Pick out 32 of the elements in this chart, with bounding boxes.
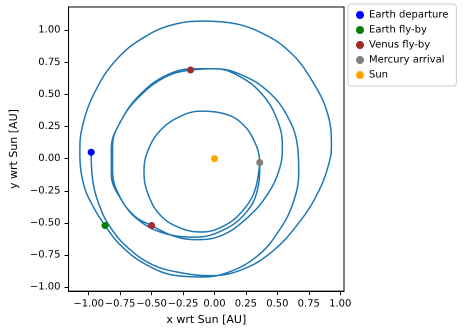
- y-tick-label: 0.25: [38, 121, 61, 132]
- line-series: [79, 20, 332, 278]
- legend-label: Venus fly-by: [369, 40, 430, 50]
- legend-label: Sun: [369, 70, 388, 80]
- x-tick-label: 0.75: [298, 298, 320, 310]
- x-tick-label: −0.50: [136, 298, 167, 310]
- y-tick-label: 1.00: [38, 24, 61, 36]
- point: [88, 148, 95, 156]
- y-tick-label: 0.75: [38, 56, 61, 68]
- point: [148, 222, 156, 230]
- point: [187, 66, 194, 74]
- x-tick-label: 1.00: [329, 298, 352, 310]
- point: [256, 159, 264, 166]
- y-tick-label: 0.50: [38, 88, 61, 100]
- x-tick-label: 0.25: [234, 298, 258, 310]
- y-tick-label: 0.00: [38, 153, 61, 164]
- y-tick-label: −0.75: [30, 250, 61, 261]
- y-axis-title: y wrt Sun [AU]: [7, 109, 20, 190]
- x-tick-label: 0.00: [203, 298, 226, 310]
- point: [210, 155, 218, 162]
- legend-label: Earth departure: [369, 10, 448, 20]
- y-tick-label: −0.25: [30, 185, 61, 196]
- point: [102, 222, 109, 230]
- x-tick-label: 0.50: [266, 298, 288, 310]
- legend-label: Earth fly-by: [369, 24, 427, 36]
- y-tick-label: −1.00: [30, 282, 61, 293]
- x-axis-title: x wrt Sun [AU]: [166, 313, 246, 326]
- x-tick-label: −0.75: [104, 298, 136, 310]
- y-tick-label: −0.50: [30, 217, 61, 228]
- legend-label: Mercury arrival: [369, 54, 444, 66]
- x-tick-label: −1.00: [73, 298, 104, 310]
- x-tick-label: −0.25: [168, 298, 198, 310]
